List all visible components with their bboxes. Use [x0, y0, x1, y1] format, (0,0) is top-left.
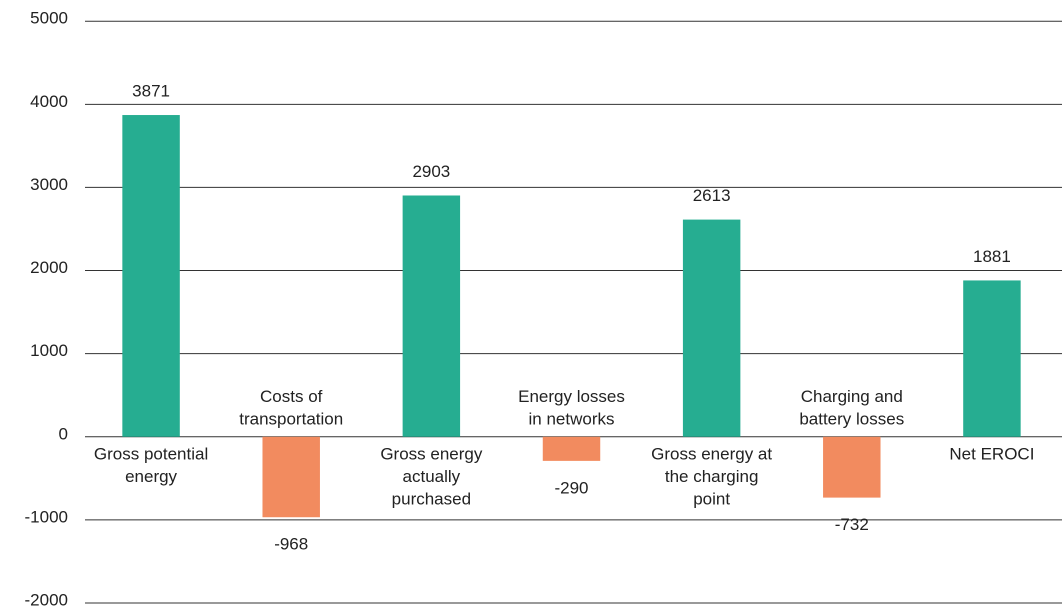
y-tick-label: 4000 [30, 92, 68, 111]
bar [542, 436, 601, 461]
x-tick-label: Gross energy [380, 444, 483, 463]
y-tick-label: 5000 [30, 9, 68, 28]
y-tick-label: -2000 [25, 590, 68, 609]
bar [402, 195, 461, 437]
x-tick-label: Charging and [801, 387, 903, 406]
value-label: 1881 [973, 247, 1011, 266]
y-tick-label: 3000 [30, 175, 68, 194]
x-tick-label: Net EROCI [949, 444, 1034, 463]
x-tick-label: actually [403, 467, 461, 486]
value-label: 2613 [693, 186, 731, 205]
bar [823, 436, 881, 498]
bar [122, 115, 180, 437]
y-tick-label: 1000 [30, 341, 68, 360]
x-tick-label: point [693, 489, 730, 508]
bar [262, 436, 320, 518]
x-tick-label: transportation [239, 409, 343, 428]
x-tick-label: Gross potential [94, 444, 208, 463]
value-label: -732 [835, 515, 869, 534]
value-label: -968 [274, 535, 308, 554]
bar [963, 280, 1021, 437]
bar [682, 219, 741, 437]
value-label: 2903 [412, 162, 450, 181]
x-tick-label: in networks [529, 409, 615, 428]
x-tick-label: Energy losses [518, 387, 625, 406]
value-label: -290 [554, 478, 588, 497]
x-tick-label: energy [125, 467, 177, 486]
y-tick-label: 0 [59, 424, 68, 443]
x-tick-label: Costs of [260, 387, 323, 406]
x-tick-label: battery losses [799, 409, 904, 428]
x-tick-label: Gross energy at [651, 444, 772, 463]
value-label: 3871 [132, 82, 170, 101]
x-tick-label: purchased [392, 489, 471, 508]
x-tick-label: the charging [665, 467, 759, 486]
y-tick-label: -1000 [25, 507, 68, 526]
y-tick-label: 2000 [30, 258, 68, 277]
